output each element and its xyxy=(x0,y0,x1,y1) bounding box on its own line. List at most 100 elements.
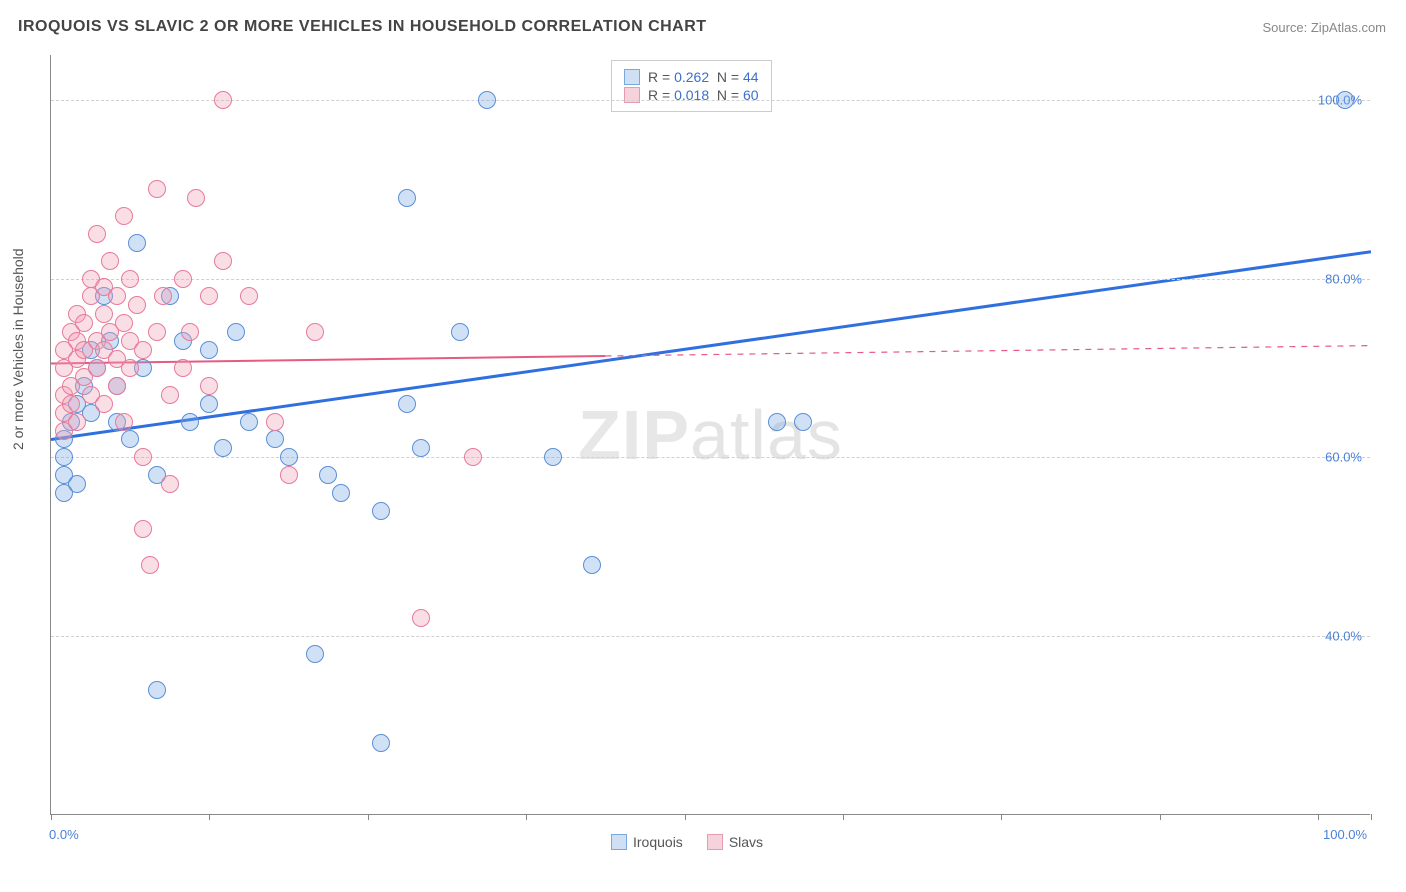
data-point xyxy=(794,413,812,431)
data-point xyxy=(88,359,106,377)
y-tick-label: 40.0% xyxy=(1325,629,1362,644)
gridline xyxy=(51,100,1370,101)
data-point xyxy=(134,520,152,538)
x-tick xyxy=(685,814,686,820)
data-point xyxy=(121,359,139,377)
x-tick xyxy=(51,814,52,820)
data-point xyxy=(161,475,179,493)
data-point xyxy=(583,556,601,574)
chart-wrap: IROQUOIS VS SLAVIC 2 OR MORE VEHICLES IN… xyxy=(0,0,1406,892)
data-point xyxy=(214,252,232,270)
legend-swatch-iroquois xyxy=(624,69,640,85)
data-point xyxy=(181,323,199,341)
data-point xyxy=(148,180,166,198)
data-point xyxy=(412,609,430,627)
data-point xyxy=(88,225,106,243)
data-point xyxy=(478,91,496,109)
data-point xyxy=(128,234,146,252)
data-point xyxy=(174,359,192,377)
legend-swatch-slavs xyxy=(707,834,723,850)
data-point xyxy=(200,341,218,359)
data-point xyxy=(115,413,133,431)
data-point xyxy=(1336,91,1354,109)
data-point xyxy=(121,430,139,448)
x-tick xyxy=(1001,814,1002,820)
data-point xyxy=(280,448,298,466)
data-point xyxy=(121,270,139,288)
y-tick-label: 60.0% xyxy=(1325,450,1362,465)
trend-lines xyxy=(51,55,1371,815)
gridline xyxy=(51,457,1370,458)
data-point xyxy=(306,645,324,663)
chart-title: IROQUOIS VS SLAVIC 2 OR MORE VEHICLES IN… xyxy=(18,18,707,36)
legend-item-iroquois: Iroquois xyxy=(611,834,683,850)
data-point xyxy=(280,466,298,484)
data-point xyxy=(200,287,218,305)
data-point xyxy=(332,484,350,502)
data-point xyxy=(55,448,73,466)
data-point xyxy=(134,448,152,466)
data-point xyxy=(101,252,119,270)
data-point xyxy=(148,323,166,341)
data-point xyxy=(134,341,152,359)
x-tick xyxy=(1160,814,1161,820)
data-point xyxy=(75,314,93,332)
legend-swatch-iroquois xyxy=(611,834,627,850)
plot-area: ZIPatlas R = 0.262 N = 44 R = 0.018 N = … xyxy=(50,55,1370,815)
data-point xyxy=(319,466,337,484)
data-point xyxy=(240,287,258,305)
gridline xyxy=(51,636,1370,637)
legend-stats-row-iroquois: R = 0.262 N = 44 xyxy=(624,69,759,85)
data-point xyxy=(108,377,126,395)
x-tick xyxy=(1318,814,1319,820)
trend-line-extrapolated xyxy=(605,346,1371,356)
data-point xyxy=(464,448,482,466)
x-tick xyxy=(526,814,527,820)
data-point xyxy=(266,430,284,448)
x-tick xyxy=(209,814,210,820)
data-point xyxy=(412,439,430,457)
watermark: ZIPatlas xyxy=(578,395,843,475)
data-point xyxy=(161,386,179,404)
data-point xyxy=(227,323,245,341)
data-point xyxy=(108,287,126,305)
data-point xyxy=(68,413,86,431)
data-point xyxy=(187,189,205,207)
data-point xyxy=(68,475,86,493)
legend-series: Iroquois Slavs xyxy=(611,834,763,850)
x-tick xyxy=(843,814,844,820)
legend-item-slavs: Slavs xyxy=(707,834,763,850)
x-tick xyxy=(368,814,369,820)
data-point xyxy=(768,413,786,431)
gridline xyxy=(51,279,1370,280)
data-point xyxy=(398,189,416,207)
x-tick xyxy=(1371,814,1372,820)
data-point xyxy=(200,395,218,413)
data-point xyxy=(148,681,166,699)
legend-stats: R = 0.262 N = 44 R = 0.018 N = 60 xyxy=(611,60,772,112)
data-point xyxy=(398,395,416,413)
data-point xyxy=(200,377,218,395)
data-point xyxy=(544,448,562,466)
data-point xyxy=(154,287,172,305)
data-point xyxy=(141,556,159,574)
data-point xyxy=(240,413,258,431)
data-point xyxy=(372,734,390,752)
data-point xyxy=(95,305,113,323)
data-point xyxy=(266,413,284,431)
data-point xyxy=(181,413,199,431)
data-point xyxy=(214,439,232,457)
x-tick-label: 100.0% xyxy=(1323,827,1367,842)
x-tick-label: 0.0% xyxy=(49,827,79,842)
data-point xyxy=(115,314,133,332)
data-point xyxy=(174,270,192,288)
data-point xyxy=(115,207,133,225)
data-point xyxy=(62,395,80,413)
data-point xyxy=(372,502,390,520)
source-label: Source: ZipAtlas.com xyxy=(1262,20,1386,35)
y-tick-label: 80.0% xyxy=(1325,271,1362,286)
data-point xyxy=(95,395,113,413)
data-point xyxy=(451,323,469,341)
data-point xyxy=(128,296,146,314)
data-point xyxy=(214,91,232,109)
